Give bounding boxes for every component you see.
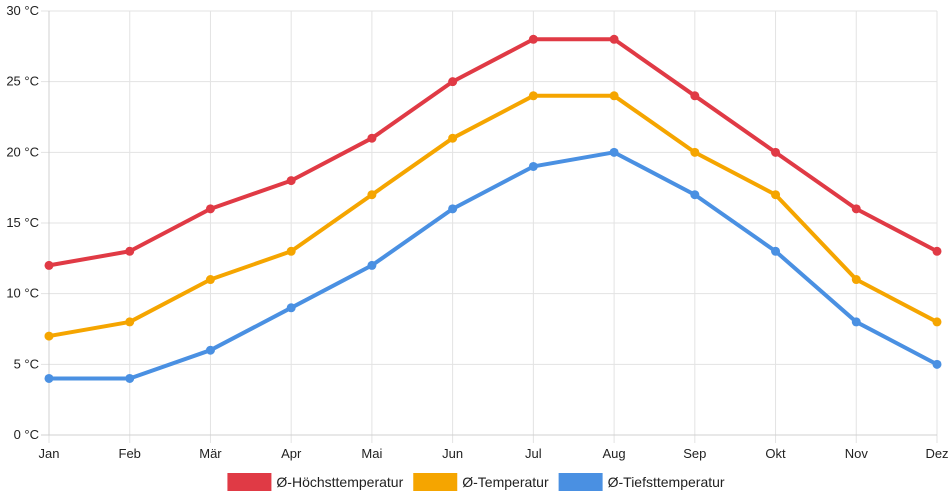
legend-swatch: [558, 473, 603, 491]
x-tick-label: Okt: [765, 446, 786, 461]
data-point[interactable]: [851, 317, 861, 327]
series-points: [44, 34, 942, 383]
x-tick-label: Mär: [199, 446, 222, 461]
data-point[interactable]: [932, 359, 942, 369]
x-tick-label: Dez: [925, 446, 948, 461]
data-point[interactable]: [125, 246, 135, 256]
data-point[interactable]: [205, 275, 215, 285]
data-point[interactable]: [286, 246, 296, 256]
y-tick-label: 0 °C: [14, 427, 39, 442]
y-tick-label: 25 °C: [6, 74, 39, 89]
x-tick-label: Jun: [442, 446, 463, 461]
data-point[interactable]: [851, 204, 861, 214]
y-tick-label: 5 °C: [14, 356, 39, 371]
data-point[interactable]: [286, 176, 296, 186]
data-point[interactable]: [771, 246, 781, 256]
y-tick-label: 10 °C: [6, 286, 39, 301]
data-point[interactable]: [851, 275, 861, 285]
data-point[interactable]: [690, 91, 700, 101]
data-point[interactable]: [44, 373, 54, 383]
data-point[interactable]: [690, 147, 700, 157]
data-point[interactable]: [205, 345, 215, 355]
data-point[interactable]: [690, 190, 700, 200]
legend-label: Ø-Temperatur: [462, 474, 549, 490]
legend-item-1[interactable]: Ø-Temperatur: [413, 473, 549, 491]
data-point[interactable]: [448, 77, 458, 87]
legend-item-2[interactable]: Ø-Tiefsttemperatur: [558, 473, 725, 491]
legend-swatch: [413, 473, 458, 491]
data-point[interactable]: [125, 373, 135, 383]
x-tick-label: Apr: [281, 446, 302, 461]
series-line-1: [47, 93, 939, 339]
y-tick-label: 15 °C: [6, 215, 39, 230]
data-point[interactable]: [205, 204, 215, 214]
data-point[interactable]: [448, 204, 458, 214]
legend-swatch: [227, 473, 272, 491]
y-tick-label: 30 °C: [6, 3, 39, 18]
data-point[interactable]: [448, 133, 458, 143]
x-tick-label: Jan: [39, 446, 60, 461]
data-point[interactable]: [367, 133, 377, 143]
y-axis-ticks: 0 °C 5 °C 10 °C 15 °C 20 °C 25 °C 30 °C: [6, 3, 39, 442]
grid: [41, 10, 938, 443]
data-point[interactable]: [609, 91, 619, 101]
data-point[interactable]: [44, 260, 54, 270]
data-point[interactable]: [609, 34, 619, 44]
data-point[interactable]: [367, 260, 377, 270]
y-tick-label: 20 °C: [6, 144, 39, 159]
x-tick-label: Aug: [603, 446, 626, 461]
legend-label: Ø-Tiefsttemperatur: [608, 474, 725, 490]
data-point[interactable]: [286, 303, 296, 313]
x-axis-ticks: Jan Feb Mär Apr Mai Jun Jul Aug Sep Okt Nov Dez: [39, 446, 949, 461]
series-line-2: [47, 150, 939, 381]
series-line-0: [47, 37, 939, 268]
x-tick-label: Nov: [845, 446, 869, 461]
data-point[interactable]: [932, 317, 942, 327]
x-tick-label: Jul: [525, 446, 542, 461]
legend: Ø-Höchsttemperatur Ø-Temperatur Ø-Tiefstte…: [227, 473, 725, 491]
data-point[interactable]: [771, 190, 781, 200]
legend-item-0[interactable]: Ø-Höchsttemperatur: [227, 473, 404, 491]
data-point[interactable]: [528, 91, 538, 101]
data-point[interactable]: [528, 34, 538, 44]
data-point[interactable]: [44, 331, 54, 341]
data-point[interactable]: [771, 147, 781, 157]
series-lines: [47, 37, 939, 381]
data-point[interactable]: [609, 147, 619, 157]
data-point[interactable]: [528, 161, 538, 171]
data-point[interactable]: [932, 246, 942, 256]
x-tick-label: Mai: [361, 446, 382, 461]
data-point[interactable]: [367, 190, 377, 200]
x-tick-label: Sep: [683, 446, 706, 461]
legend-label: Ø-Höchsttemperatur: [276, 474, 403, 490]
x-tick-label: Feb: [119, 446, 141, 461]
data-point[interactable]: [125, 317, 135, 327]
